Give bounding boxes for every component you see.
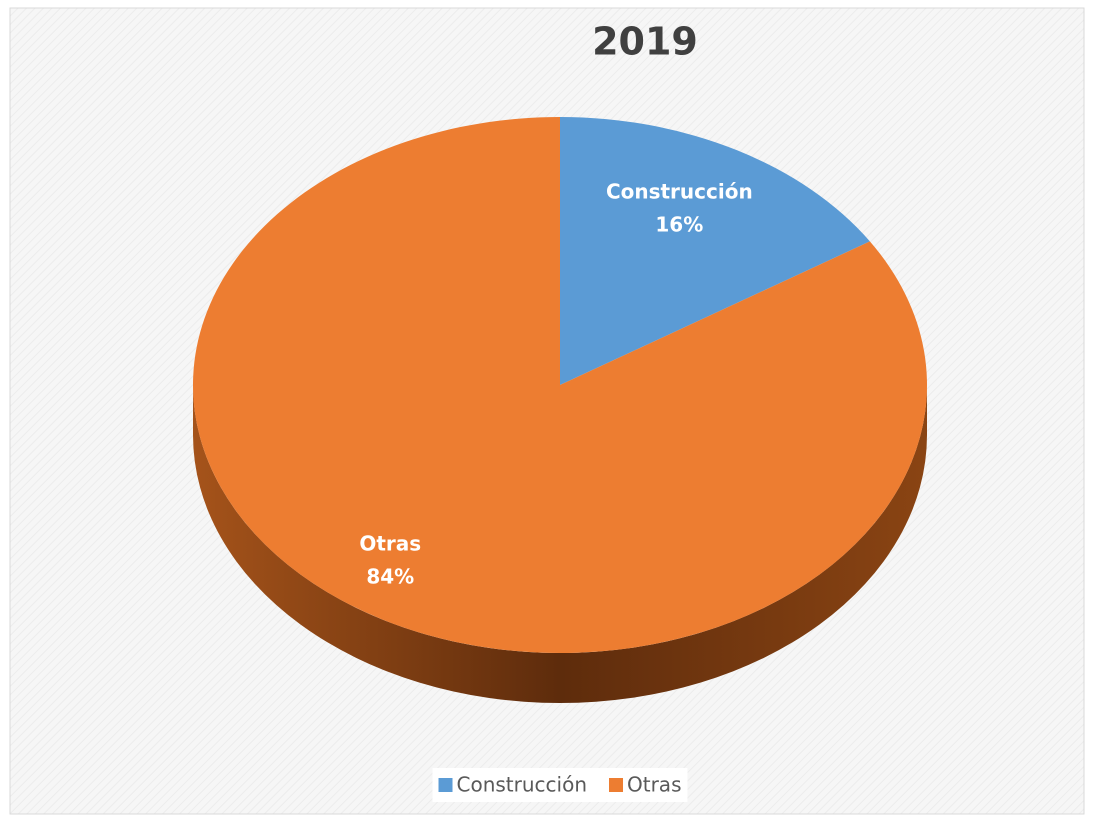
legend: Construcción Otras — [432, 768, 688, 802]
pie-side — [193, 385, 927, 703]
pie-slice — [193, 117, 927, 653]
data-label: Construcción — [606, 179, 753, 203]
legend-item: Construcción — [438, 773, 588, 797]
data-label: 84% — [366, 565, 414, 589]
pie-slice — [560, 117, 870, 385]
legend-swatch — [609, 778, 624, 792]
legend-item: Otras — [609, 773, 681, 797]
legend-swatch — [438, 778, 453, 792]
legend-label: Otras — [627, 773, 681, 797]
pie: Construcción 16% Otras 84% — [193, 117, 927, 703]
data-label: 16% — [655, 212, 703, 236]
legend-label: Construcción — [457, 773, 588, 797]
legend-box — [432, 768, 688, 802]
data-label: Otras — [359, 532, 421, 556]
chart-title: 2019 — [592, 20, 698, 64]
